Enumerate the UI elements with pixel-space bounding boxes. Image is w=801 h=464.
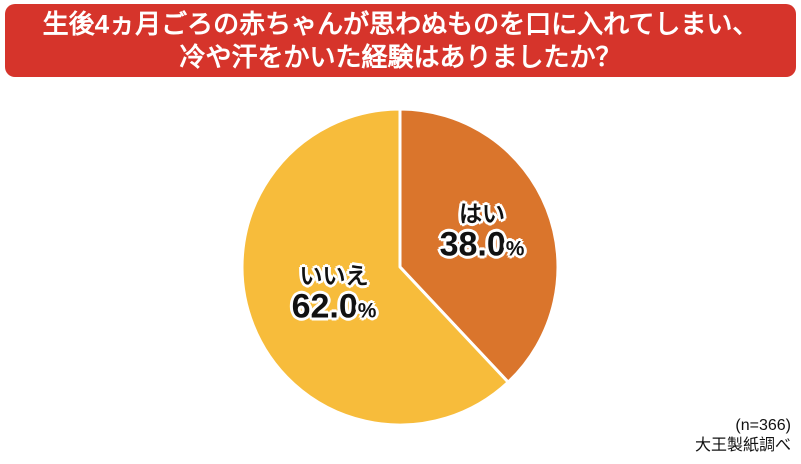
sample-size: (n=366) bbox=[735, 417, 791, 434]
source-credit: 大王製紙調べ bbox=[694, 437, 791, 454]
pie-slice-yes bbox=[398, 107, 560, 384]
pie-label-yes: はい 38.0% bbox=[440, 201, 525, 268]
question-banner: 生後4ヵ月ごろの赤ちゃんが思わぬものを口に入れてしまい、 冷や汗をかいた経験はあ… bbox=[5, 4, 796, 77]
pie-label-no-value-line: 62.0% bbox=[292, 289, 377, 330]
pie-label-no-text: いいえ bbox=[299, 262, 369, 289]
pie-label-yes-value: 38.0 bbox=[439, 225, 506, 264]
pie-chart bbox=[240, 107, 560, 427]
footnote: (n=366) 大王製紙調べ bbox=[695, 416, 791, 456]
pie-label-yes-unit: % bbox=[505, 237, 525, 261]
pie-label-no-value: 62.0 bbox=[291, 287, 358, 326]
pie-label-yes-value-line: 38.0% bbox=[440, 227, 525, 268]
pie-label-no-unit: % bbox=[357, 299, 377, 323]
question-line-2: 冷や汗をかいた経験はありましたか？ bbox=[179, 41, 622, 72]
pie-label-yes-text: はい bbox=[459, 200, 505, 227]
pie-label-no: いいえ 62.0% bbox=[292, 263, 377, 330]
pie-slice-no bbox=[240, 107, 510, 427]
question-line-1: 生後4ヵ月ごろの赤ちゃんが思わぬものを口に入れてしまい、 bbox=[42, 8, 759, 39]
